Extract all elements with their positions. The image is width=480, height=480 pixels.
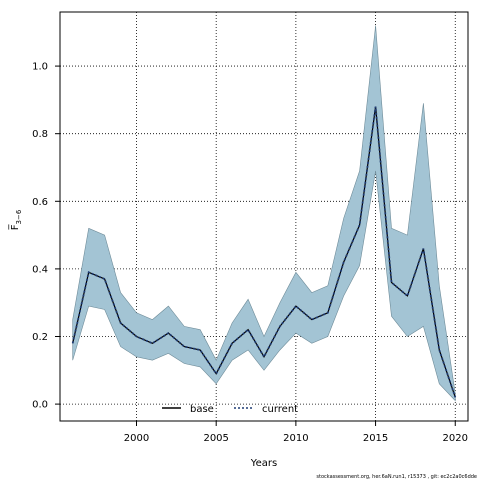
y-tick-label-3: 0.6 [32, 197, 48, 208]
legend: base current [162, 404, 298, 415]
x-tick-label-2020: 2020 [443, 433, 468, 444]
y-axis-title: F̅3−6 [8, 209, 23, 230]
y-axis-title-main: F̅3−6 [8, 209, 23, 230]
x-tick-label-2005: 2005 [203, 433, 228, 444]
footer-text: stockassessment.org, her.6aN.run1, r1537… [316, 474, 477, 480]
y-tick-label-2: 0.4 [32, 264, 48, 275]
y-tick-label-5: 1.0 [32, 62, 48, 73]
y-tick-label-4: 0.8 [32, 129, 48, 140]
confidence-band [72, 25, 456, 402]
x-tick-label-2000: 2000 [124, 433, 149, 444]
y-tick-label-0: 0.0 [32, 400, 48, 411]
axes: 2000 2005 2010 2015 2020 0.0 0.2 0.4 0.6 0.8 1.0 [32, 62, 468, 444]
legend-current-label: current [262, 404, 298, 415]
y-tick-label-1: 0.2 [32, 332, 48, 343]
y-axis-title-symbol: F̅ [8, 224, 21, 231]
y-axis-title-subscript: 3−6 [15, 209, 23, 224]
x-axis-title: Years [250, 458, 277, 469]
confidence-band-area [72, 25, 456, 402]
x-tick-label-2010: 2010 [283, 433, 308, 444]
x-tick-label-2015: 2015 [363, 433, 388, 444]
series-line-current [71, 106, 457, 398]
plot-frame [59, 11, 469, 422]
legend-base-label: base [190, 404, 214, 415]
series-lines [71, 106, 457, 398]
